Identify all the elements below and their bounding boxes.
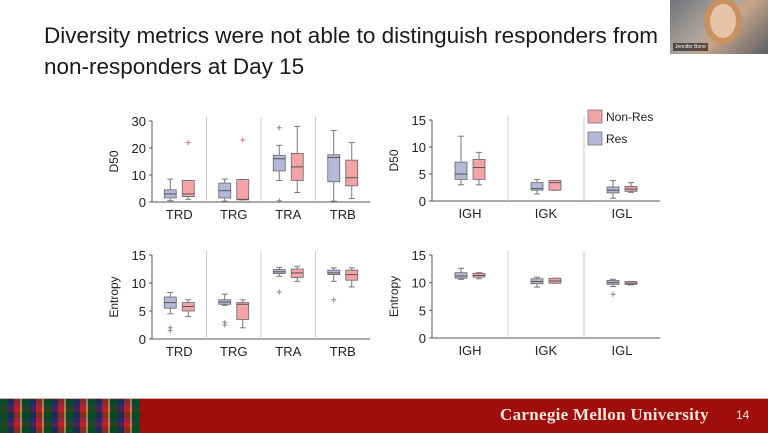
y-tick-label: 0 bbox=[419, 194, 426, 209]
res-outlier bbox=[610, 291, 616, 297]
x-tick-label: IGL bbox=[612, 206, 633, 221]
y-tick-label: 0 bbox=[139, 332, 146, 347]
res-outlier bbox=[276, 289, 282, 295]
boxplot-panel-4: 0 5 10 15 Entropy IGH IGK IGL bbox=[387, 248, 660, 358]
nonres-box bbox=[548, 180, 562, 191]
nonres-box bbox=[472, 159, 486, 180]
nonres-box bbox=[181, 179, 195, 197]
x-tick-label: TRB bbox=[330, 344, 356, 359]
page-number: 14 bbox=[736, 408, 750, 422]
y-tick-label: 15 bbox=[412, 248, 426, 263]
x-tick-label: TRD bbox=[166, 207, 193, 222]
y-axis-label: D50 bbox=[107, 150, 121, 172]
x-tick-label: TRA bbox=[275, 344, 301, 359]
slide-title: Diversity metrics were not able to disti… bbox=[44, 23, 658, 79]
y-tick-label: 10 bbox=[132, 168, 146, 183]
res-box bbox=[272, 154, 286, 172]
y-axis-label: D50 bbox=[387, 149, 401, 171]
legend-swatch bbox=[587, 131, 603, 146]
y-tick-label: 20 bbox=[132, 141, 146, 156]
boxplot-panel-1: 0 10 20 30 D50 TRD TRG TRA TRB bbox=[107, 114, 370, 222]
x-tick-label: IGK bbox=[535, 343, 558, 358]
legend: Non-Res Res bbox=[587, 109, 653, 146]
res-box bbox=[454, 161, 468, 180]
nonres-box bbox=[236, 179, 250, 201]
x-tick-label: TRG bbox=[220, 344, 247, 359]
presenter-face bbox=[710, 4, 736, 38]
res-box bbox=[327, 269, 341, 275]
nonres-box bbox=[236, 302, 250, 320]
y-tick-label: 0 bbox=[419, 331, 426, 346]
x-tick-label: IGK bbox=[535, 206, 558, 221]
y-tick-label: 10 bbox=[412, 276, 426, 291]
res-box bbox=[454, 272, 468, 279]
y-tick-label: 5 bbox=[419, 167, 426, 182]
x-tick-label: TRD bbox=[166, 344, 193, 359]
boxplot-panel-3: 0 5 10 15 Entropy TRD TRG TRA TRB bbox=[107, 248, 370, 359]
y-tick-label: 15 bbox=[412, 113, 426, 128]
nonres-box bbox=[345, 159, 359, 187]
nonres-outlier bbox=[240, 137, 246, 143]
res-outlier bbox=[222, 322, 228, 328]
x-tick-label: IGH bbox=[458, 206, 481, 221]
webcam-video: Jennifer Bone bbox=[670, 0, 768, 54]
tartan-pattern bbox=[0, 399, 140, 433]
res-outlier bbox=[331, 297, 337, 303]
x-tick-label: IGH bbox=[458, 343, 481, 358]
y-tick-label: 15 bbox=[132, 248, 146, 263]
y-tick-label: 5 bbox=[139, 304, 146, 319]
res-outlier bbox=[276, 125, 282, 131]
x-tick-label: IGL bbox=[612, 343, 633, 358]
y-tick-label: 10 bbox=[412, 140, 426, 155]
legend-label: Non-Res bbox=[606, 110, 653, 124]
footer-brand: Carnegie Mellon University bbox=[500, 405, 709, 424]
x-tick-label: TRA bbox=[275, 207, 301, 222]
y-axis-label: Entropy bbox=[387, 276, 401, 317]
webcam-name-label: Jennifer Bone bbox=[673, 43, 708, 51]
x-tick-label: TRB bbox=[330, 207, 356, 222]
footer-banner: Carnegie Mellon University 14 bbox=[0, 398, 768, 433]
res-outlier bbox=[167, 328, 173, 334]
y-tick-label: 5 bbox=[419, 303, 426, 318]
legend-label: Res bbox=[606, 132, 627, 146]
res-outlier bbox=[276, 198, 282, 204]
y-tick-label: 10 bbox=[132, 276, 146, 291]
boxplot-panel-2: 0 5 10 15 D50 IGH IGK IGL bbox=[387, 113, 660, 221]
nonres-outlier bbox=[185, 140, 191, 146]
nonres-box bbox=[345, 269, 359, 281]
res-box bbox=[530, 182, 544, 191]
x-tick-label: TRG bbox=[220, 207, 247, 222]
res-box bbox=[327, 154, 341, 183]
legend-swatch bbox=[587, 109, 603, 124]
y-axis-label: Entropy bbox=[107, 276, 121, 317]
y-tick-label: 0 bbox=[139, 195, 146, 210]
y-tick-label: 30 bbox=[132, 114, 146, 129]
